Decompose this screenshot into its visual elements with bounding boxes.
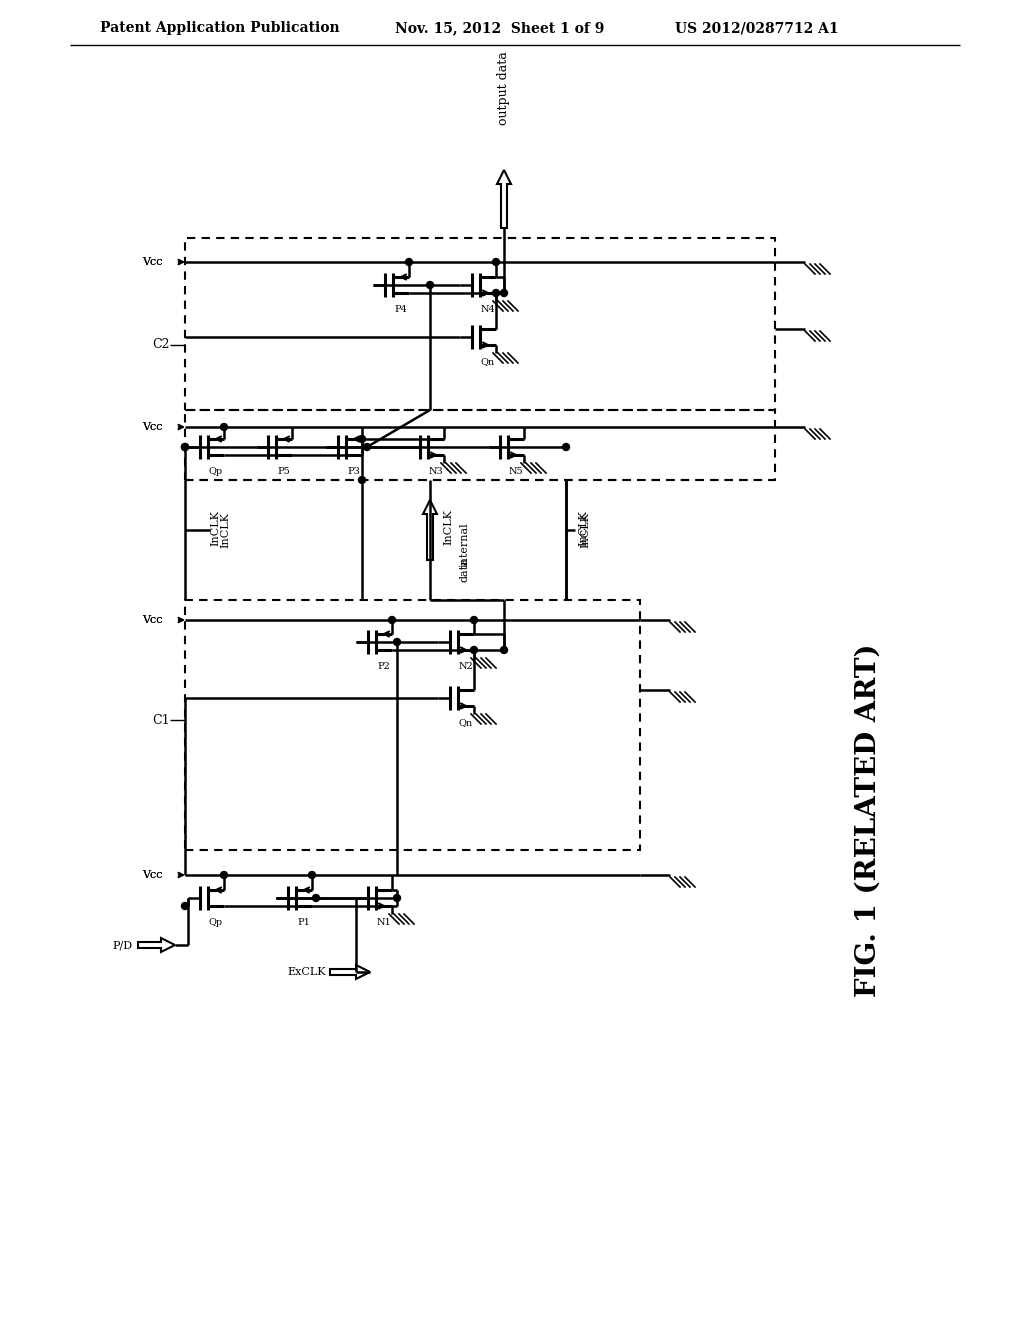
Text: N5: N5	[509, 467, 523, 477]
Circle shape	[181, 444, 188, 450]
Text: Vcc: Vcc	[142, 422, 163, 432]
Text: P3: P3	[347, 467, 360, 477]
Circle shape	[501, 647, 508, 653]
Circle shape	[470, 647, 477, 653]
Circle shape	[358, 436, 366, 442]
Circle shape	[501, 289, 508, 297]
Circle shape	[393, 639, 400, 645]
Circle shape	[364, 444, 371, 450]
Text: Patent Application Publication: Patent Application Publication	[100, 21, 340, 36]
Circle shape	[470, 616, 477, 623]
Circle shape	[358, 477, 366, 483]
Text: N1: N1	[377, 917, 391, 927]
Circle shape	[562, 444, 569, 450]
Text: output data: output data	[498, 51, 511, 125]
Circle shape	[406, 259, 413, 265]
Text: Vcc: Vcc	[142, 870, 163, 880]
Bar	[185, 601, 640, 850]
Circle shape	[220, 424, 227, 430]
Text: Vcc: Vcc	[142, 422, 163, 432]
Text: US 2012/0287712 A1: US 2012/0287712 A1	[675, 21, 839, 36]
Bar	[185, 411, 775, 480]
Text: InCLK: InCLK	[443, 510, 453, 545]
Text: N3: N3	[429, 467, 443, 477]
Circle shape	[388, 616, 395, 623]
Text: data: data	[460, 557, 470, 582]
Text: N2: N2	[459, 663, 473, 671]
Text: P1: P1	[298, 917, 310, 927]
Text: Qn: Qn	[459, 718, 473, 727]
Text: P4: P4	[394, 305, 408, 314]
Text: Vcc: Vcc	[142, 257, 163, 267]
Circle shape	[308, 871, 315, 879]
Text: C2: C2	[153, 338, 170, 351]
Circle shape	[493, 289, 500, 297]
Text: C1: C1	[153, 714, 170, 726]
Text: Vcc: Vcc	[142, 615, 163, 624]
Circle shape	[312, 895, 319, 902]
Text: P2: P2	[378, 663, 390, 671]
Circle shape	[181, 903, 188, 909]
Text: Nov. 15, 2012  Sheet 1 of 9: Nov. 15, 2012 Sheet 1 of 9	[395, 21, 604, 36]
Text: InCLK: InCLK	[220, 512, 230, 548]
Text: InCLK: InCLK	[580, 512, 590, 548]
Bar	[185, 238, 775, 411]
Text: Qp: Qp	[209, 917, 223, 927]
Circle shape	[220, 871, 227, 879]
Circle shape	[427, 281, 433, 289]
Text: FIG. 1 (RELATED ART): FIG. 1 (RELATED ART)	[854, 643, 882, 997]
Text: P/D: P/D	[113, 940, 133, 950]
Circle shape	[181, 444, 188, 450]
Circle shape	[393, 895, 400, 902]
Text: N4: N4	[480, 305, 496, 314]
Text: Vcc: Vcc	[142, 257, 163, 267]
Text: InCLK: InCLK	[578, 510, 588, 546]
Text: P5: P5	[278, 467, 291, 477]
Text: InCLK: InCLK	[210, 510, 220, 546]
Text: Qp: Qp	[209, 467, 223, 477]
Text: ExCLK: ExCLK	[288, 968, 326, 977]
Text: Vcc: Vcc	[142, 615, 163, 624]
Text: Vcc: Vcc	[142, 870, 163, 880]
Circle shape	[493, 259, 500, 265]
Text: internal: internal	[460, 523, 470, 568]
Text: Qn: Qn	[481, 356, 495, 366]
